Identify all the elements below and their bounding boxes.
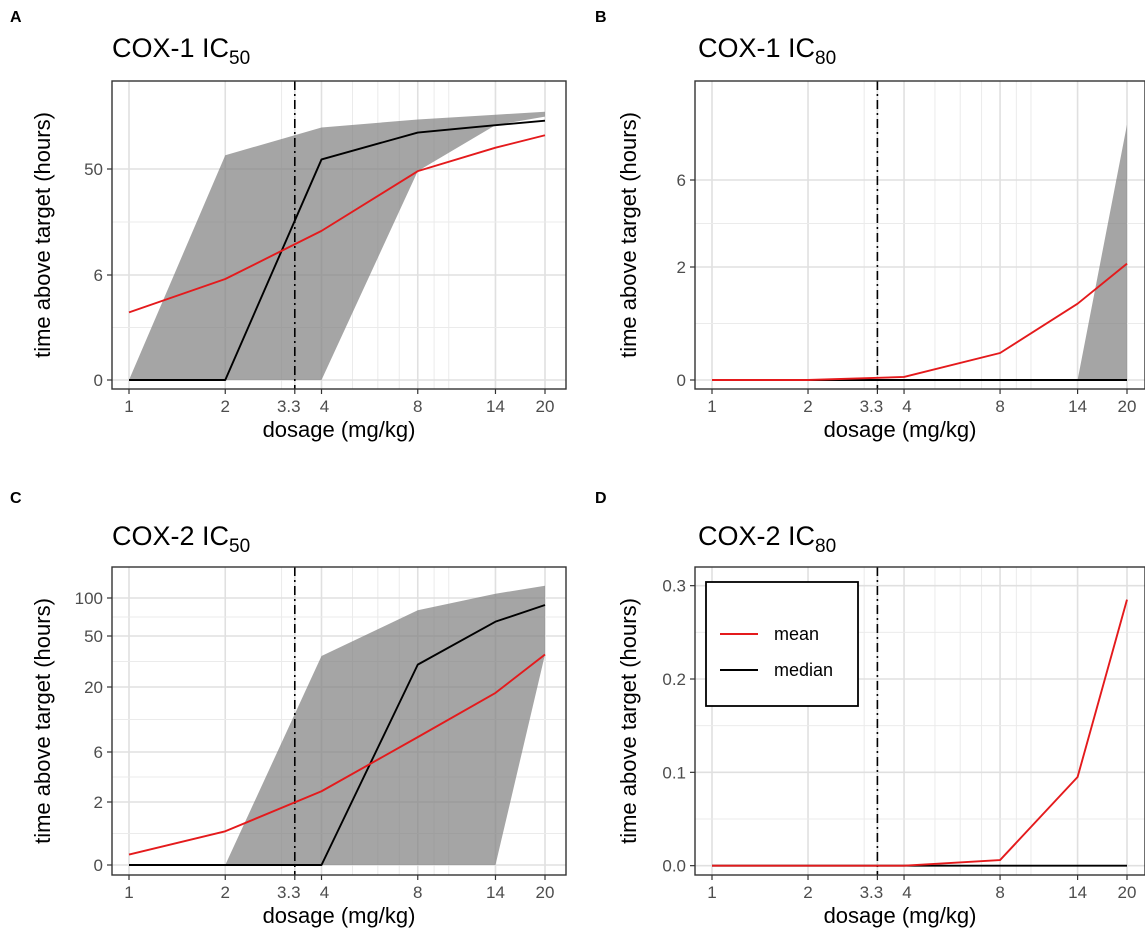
legend-label-median: median: [774, 660, 833, 680]
panel-D: 1 2 3.3 4 8 14 20 0.0 0.1 0.2 0.3 dosage (mg/kg) tim…: [595, 490, 1145, 928]
legend-box: [705, 581, 859, 707]
y-tick-label: 6: [94, 743, 103, 762]
x-axis-title: dosage (mg/kg): [263, 903, 416, 928]
y-axis-title: time above target (hours): [616, 598, 641, 844]
y-tick-label: 0: [677, 371, 686, 390]
y-axis-title: time above target (hours): [30, 598, 55, 844]
y-tick-label: 0.1: [662, 763, 686, 782]
panel-title-main: COX-2 IC: [698, 521, 815, 551]
series-line-mean: [712, 262, 1128, 381]
x-tick-label: 2: [221, 397, 230, 416]
y-axis-title: time above target (hours): [30, 112, 55, 358]
series-line-mean: [712, 599, 1128, 867]
panel-C: 1 2 3.3 4 8 14 20 0 2 6 20 50 100 dosage (mg/kg) time …: [10, 490, 567, 928]
legend: mean median: [705, 581, 859, 707]
panel-border: [694, 566, 1145, 876]
panel-title: COX-2 IC80: [698, 521, 836, 557]
panel-tag: B: [595, 9, 607, 26]
x-tick-label: 20: [536, 883, 555, 902]
panel-title-subscript: 50: [229, 536, 250, 557]
panel-border: [694, 80, 1145, 390]
x-tick-label: 8: [413, 397, 422, 416]
x-tick-label: 8: [995, 397, 1004, 416]
y-tick-label: 0.2: [662, 670, 686, 689]
panel-title: COX-2 IC50: [112, 521, 250, 557]
x-tick-label: 1: [707, 883, 716, 902]
x-axis-title: dosage (mg/kg): [824, 903, 977, 928]
panel-title: COX-1 IC80: [698, 33, 836, 69]
panel-title-main: COX-1 IC: [698, 33, 815, 63]
panel-B: 1 2 3.3 4 8 14 20 0 2 6 dosage (mg/kg) time above t…: [595, 9, 1145, 442]
x-tick-label: 20: [1118, 397, 1137, 416]
x-tick-label: 3.3: [860, 883, 884, 902]
panel-title-subscript: 50: [229, 48, 250, 69]
panel-border: [111, 566, 567, 876]
y-tick-label: 50: [84, 160, 103, 179]
x-tick-label: 14: [486, 883, 505, 902]
x-tick-label: 14: [1068, 397, 1087, 416]
x-tick-label: 2: [803, 883, 812, 902]
y-tick-label: 100: [75, 589, 103, 608]
x-tick-label: 14: [486, 397, 505, 416]
panel-title: COX-1 IC50: [112, 33, 250, 69]
y-tick-label: 0.3: [662, 577, 686, 596]
y-axis-title: time above target (hours): [616, 112, 641, 358]
series-line-mean: [128, 653, 546, 856]
ribbon-band: [712, 124, 1127, 380]
x-axis-title: dosage (mg/kg): [263, 417, 416, 442]
x-tick-label: 4: [902, 883, 911, 902]
y-tick-label: 2: [677, 258, 686, 277]
panel-title-main: COX-1 IC: [112, 33, 229, 63]
x-tick-label: 4: [320, 397, 329, 416]
x-tick-label: 8: [995, 883, 1004, 902]
x-tick-label: 20: [536, 397, 555, 416]
y-tick-label: 20: [84, 678, 103, 697]
y-tick-label: 0: [94, 856, 103, 875]
x-tick-label: 14: [1068, 883, 1087, 902]
ribbon-band: [129, 585, 545, 865]
y-tick-label: 6: [677, 171, 686, 190]
x-tick-label: 1: [124, 397, 133, 416]
x-tick-label: 3.3: [277, 397, 301, 416]
panel-tag: C: [10, 490, 22, 507]
y-tick-label: 0.0: [662, 857, 686, 876]
x-tick-label: 3.3: [277, 883, 301, 902]
x-axis-title: dosage (mg/kg): [824, 417, 977, 442]
x-tick-label: 20: [1118, 883, 1137, 902]
y-tick-label: 6: [94, 266, 103, 285]
y-tick-label: 50: [84, 627, 103, 646]
x-tick-label: 3.3: [860, 397, 884, 416]
series-line-mean: [128, 134, 546, 314]
x-tick-label: 8: [413, 883, 422, 902]
x-tick-label: 1: [707, 397, 716, 416]
x-tick-label: 1: [124, 883, 133, 902]
y-tick-label: 0: [94, 371, 103, 390]
panel-tag: A: [10, 9, 22, 26]
panel-tag: D: [595, 490, 607, 507]
x-tick-label: 2: [221, 883, 230, 902]
panel-title-subscript: 80: [815, 48, 836, 69]
x-tick-label: 4: [320, 883, 329, 902]
panel-title-subscript: 80: [815, 536, 836, 557]
y-tick-label: 2: [94, 793, 103, 812]
panel-title-main: COX-2 IC: [112, 521, 229, 551]
ribbon-band: [129, 111, 545, 381]
panel-background: [695, 81, 1145, 389]
panel-border: [111, 80, 567, 390]
x-tick-label: 2: [803, 397, 812, 416]
legend-label-mean: mean: [774, 624, 819, 644]
series-line-median: [129, 119, 546, 381]
panel-A: 1 2 3.3 4 8 14 20 0 6 50 dosage (mg/kg) time above …: [10, 9, 567, 442]
x-tick-label: 4: [902, 397, 911, 416]
